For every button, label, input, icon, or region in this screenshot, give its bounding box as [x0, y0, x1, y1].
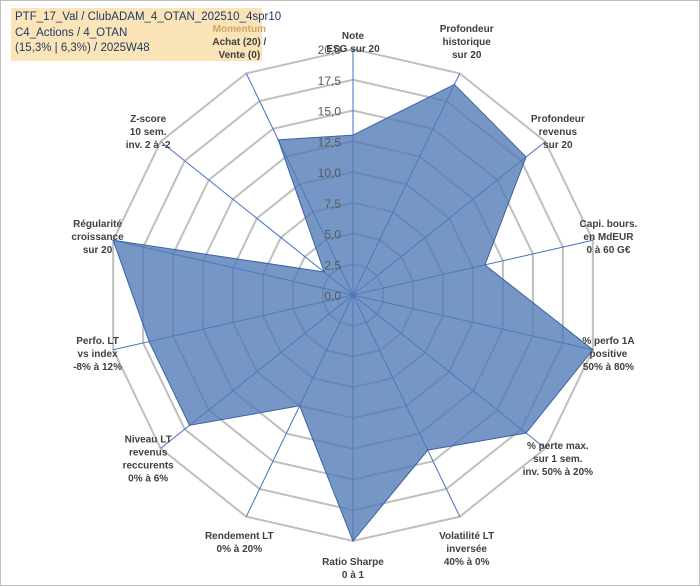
radial-tick-labels: 0,0 2,5 5,0 7,5 10,0 12,5 15,0 17,5 20,0 — [318, 43, 342, 303]
tick-label: 2,5 — [324, 258, 341, 272]
tick-label: 12,5 — [318, 135, 342, 149]
data-point-5 — [525, 432, 527, 434]
axis-label-4: % perfo 1A positive 50% à 80% — [582, 336, 634, 373]
axis-label-line: Capi. bours. — [580, 219, 638, 230]
axis-label-line: 0 à 1 — [342, 570, 365, 581]
axis-label-line: reccurents — [123, 460, 175, 471]
axis-labels: Note ESG sur 20 Profondeur historique sur 20… — [71, 24, 637, 581]
axis-label-line: Régularité — [73, 219, 122, 230]
axis-label-line: Z-score — [130, 114, 167, 125]
axis-label-11: Régularité croissance sur 20 — [71, 219, 124, 256]
axis-label-line: sur 20 — [452, 50, 482, 61]
axis-label-line: vs index — [78, 349, 118, 360]
title-line-2: C4_Actions / 4_OTAN — [15, 26, 128, 39]
tick-label: 20,0 — [318, 43, 342, 57]
axis-label-line: Vente (0) — [218, 50, 260, 61]
axis-label-line: -8% à 12% — [73, 362, 122, 373]
axis-label-0: Note ESG sur 20 — [326, 31, 380, 55]
data-point-9 — [188, 424, 191, 426]
data-point-7 — [352, 540, 354, 542]
axis-label-line: historique — [443, 37, 492, 48]
axis-label-line: Rendement LT — [205, 531, 274, 542]
radar-series — [112, 83, 594, 542]
axis-label-line: sur 20 — [83, 245, 113, 256]
data-point-12 — [323, 271, 325, 273]
tick-label: 15,0 — [318, 105, 342, 119]
axis-label-line: positive — [590, 349, 628, 360]
axis-label-6: Volatilité LT inversée 40% à 0% — [439, 531, 494, 568]
data-point-2 — [525, 156, 527, 158]
axis-label-line: Niveau LT — [125, 434, 172, 445]
tick-label: 0,0 — [324, 289, 341, 303]
axis-label-line: % perte max. — [527, 441, 589, 452]
tick-label: 5,0 — [324, 228, 341, 242]
axis-label-line: sur 1 sem. — [533, 454, 583, 465]
axis-label-13: Momentum Achat (20) / Vente (0) — [212, 24, 266, 61]
tick-label: 17,5 — [318, 74, 342, 88]
axis-label-2: Profondeur revenus sur 20 — [531, 114, 585, 151]
tick-label: 7,5 — [324, 197, 341, 211]
title-line-1: PTF_17_Val / ClubADAM_4_OTAN_202510_4spr… — [15, 11, 282, 23]
tick-label: 10,0 — [318, 166, 342, 180]
axis-label-line: 10 sem. — [130, 127, 167, 138]
axis-label-line: 0 à 60 G€ — [586, 245, 630, 256]
axis-label-line: revenus — [129, 447, 168, 458]
axis-label-line: ESG sur 20 — [326, 44, 380, 55]
axis-label-8: Rendement LT 0% à 20% — [205, 531, 274, 555]
axis-label-line: 0% à 6% — [128, 473, 168, 484]
axis-label-9: Niveau LT revenus reccurents 0% à 6% — [123, 434, 175, 484]
axis-label-line: Profondeur — [531, 114, 585, 125]
axis-label-10: Perfo. LT vs index -8% à 12% — [73, 336, 122, 373]
axis-label-line: inv. 50% à 20% — [523, 467, 594, 478]
axis-label-line: Achat (20) / — [212, 37, 266, 48]
data-point-3 — [484, 264, 486, 266]
data-point-6 — [427, 449, 429, 451]
axis-label-line: sur 20 — [543, 140, 573, 151]
data-point-13 — [277, 139, 279, 141]
axis-label-line: Profondeur — [440, 24, 494, 35]
axis-label-line: inversée — [446, 544, 487, 555]
spoke-12 — [160, 141, 354, 296]
axis-label-7: Ratio Sharpe 0 à 1 — [322, 557, 384, 581]
axis-label-5: % perte max. sur 1 sem. inv. 50% à 20% — [523, 441, 594, 478]
axis-label-line: inv. 2 à -2 — [126, 140, 171, 151]
axis-label-12: Z-score 10 sem. inv. 2 à -2 — [126, 114, 171, 151]
axis-label-line: Volatilité LT — [439, 531, 494, 542]
data-point-10 — [148, 340, 150, 343]
axis-label-line: revenus — [539, 127, 578, 138]
axis-label-3: Capi. bours. en MdEUR 0 à 60 G€ — [580, 219, 638, 256]
axis-label-line: Note — [342, 31, 365, 42]
data-point-11 — [112, 239, 114, 241]
axis-label-line: 40% à 0% — [444, 557, 490, 568]
data-point-8 — [299, 405, 301, 407]
axis-label-line: % perfo 1A — [582, 336, 634, 347]
data-point-0 — [352, 134, 354, 136]
chart-title: PTF_17_Val / ClubADAM_4_OTAN_202510_4spr… — [11, 8, 282, 61]
axis-label-line: Ratio Sharpe — [322, 557, 384, 568]
axis-label-line: Perfo. LT — [76, 336, 119, 347]
axis-label-1: Profondeur historique sur 20 — [440, 24, 494, 61]
axis-label-line: 0% à 20% — [217, 544, 263, 555]
series-area-0 — [112, 83, 594, 542]
data-point-1 — [453, 83, 455, 86]
axis-label-line: croissance — [71, 232, 124, 243]
data-point-4 — [592, 349, 594, 351]
axis-label-line: Momentum — [213, 24, 266, 35]
axis-label-line: en MdEUR — [583, 232, 634, 243]
title-line-3: (15,3% | 6,3%) / 2025W48 — [15, 42, 150, 54]
axis-label-line: 50% à 80% — [583, 362, 634, 373]
